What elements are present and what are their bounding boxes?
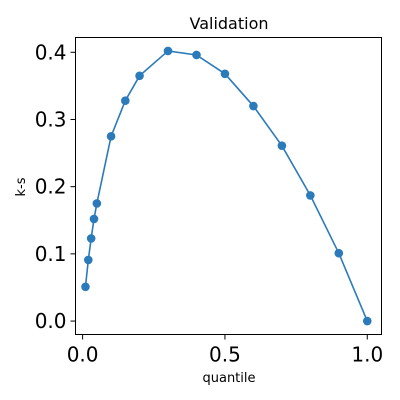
y-tick-label: 0.3 [35,107,67,131]
data-point [121,96,130,105]
plot-frame [75,37,382,335]
data-point [86,234,96,243]
y-tick-label: 0.2 [35,175,67,199]
y-tick-label: 0.4 [35,40,67,64]
y-tick-label: 0.1 [35,242,67,266]
data-point [89,214,99,224]
data-point [81,282,90,292]
data-point [192,50,201,60]
x-tick-label: 0.5 [209,343,241,367]
data-point [334,248,344,258]
y-axis: 0.0 0.1 0.2 0.3 0.4 [35,40,76,333]
data-point [84,255,93,265]
y-axis-label: k-s [14,177,29,196]
x-tick-label: 0.0 [67,343,99,367]
data-point [163,46,173,56]
x-axis-label: quantile [202,371,255,386]
data-point [106,131,116,141]
x-axis: 0.0 0.5 1.0 [67,334,383,367]
data-point [306,191,315,200]
data-point [277,141,287,150]
data-points [81,46,372,326]
data-point [92,199,102,208]
data-point [135,71,144,81]
x-tick-label: 1.0 [351,343,383,367]
data-point [220,69,230,79]
data-point [362,316,372,326]
chart-title: Validation [189,14,268,33]
y-tick-label: 0.0 [35,309,67,333]
data-point [249,101,258,111]
series-line [84,50,369,322]
